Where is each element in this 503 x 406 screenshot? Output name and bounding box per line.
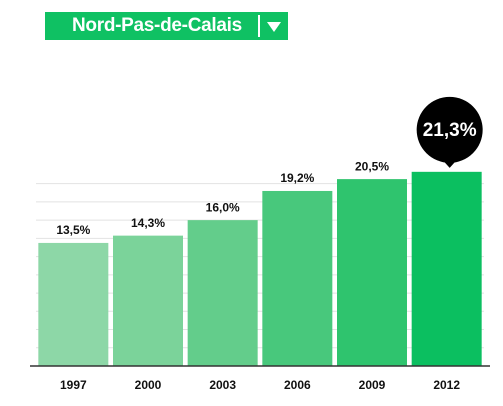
value-label: 21,3%	[423, 120, 477, 141]
dropdown-arrow	[267, 22, 281, 32]
value-label: 14,3%	[131, 216, 165, 230]
bar	[187, 220, 258, 366]
x-tick-label: 2003	[209, 378, 236, 392]
value-label: 19,2%	[280, 171, 314, 185]
highlight-bubble	[416, 96, 483, 163]
bar	[337, 179, 407, 366]
bar	[262, 190, 333, 366]
x-tick-label: 2006	[284, 378, 311, 392]
x-tick-label: 2012	[433, 378, 460, 392]
bar	[113, 235, 183, 366]
x-tick-label: 2000	[135, 378, 162, 392]
value-label: 16,0%	[206, 200, 240, 214]
value-label: 20,5%	[355, 159, 389, 173]
region-dropdown[interactable]: Nord-Pas-de-Calais	[45, 12, 288, 40]
bar	[411, 171, 482, 366]
value-label: 13,5%	[56, 223, 90, 237]
x-tick-label: 1997	[60, 378, 87, 392]
separator	[258, 15, 260, 37]
x-tick-label: 2009	[359, 378, 386, 392]
dropdown-label: Nord-Pas-de-Calais	[72, 15, 242, 36]
bubble-pointer	[440, 157, 459, 168]
bar	[38, 242, 109, 366]
